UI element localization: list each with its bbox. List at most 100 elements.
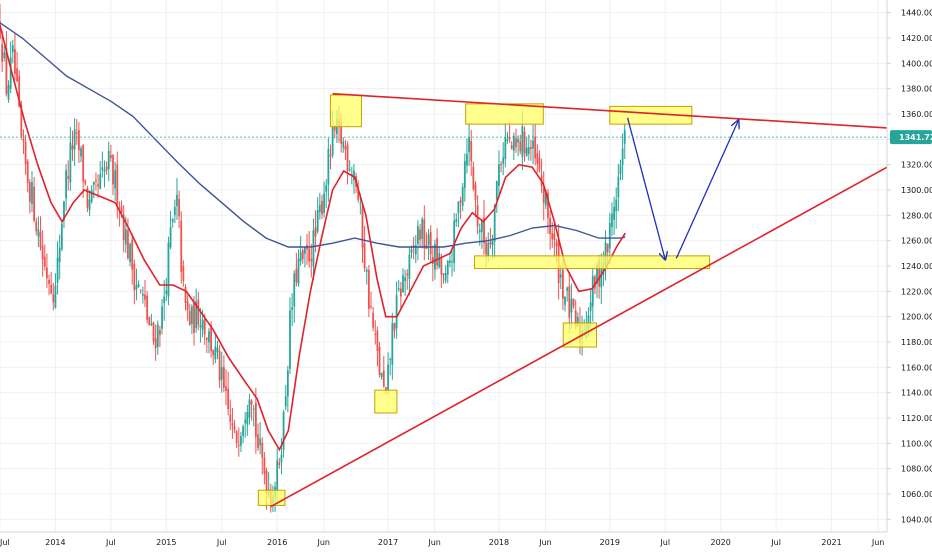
fast-moving-average-line bbox=[0, 25, 626, 452]
candle-body bbox=[519, 141, 522, 152]
candle-body bbox=[393, 322, 396, 331]
price-tick-label: 1080.00 bbox=[901, 465, 932, 474]
candle-body bbox=[259, 438, 262, 446]
candle-body bbox=[114, 170, 117, 189]
candle-body bbox=[69, 142, 72, 183]
price-tick-label: 1060.00 bbox=[901, 490, 932, 499]
candle-body bbox=[240, 436, 242, 446]
candle-body bbox=[54, 285, 57, 308]
candle-body bbox=[73, 129, 76, 150]
candle-body bbox=[544, 190, 547, 206]
candle-body bbox=[212, 349, 215, 356]
candle-body bbox=[156, 324, 159, 348]
price-tick-label: 1400.00 bbox=[901, 59, 932, 68]
candle-body bbox=[178, 199, 181, 217]
candle-body bbox=[506, 139, 509, 141]
candle-body bbox=[562, 269, 564, 299]
candle-body bbox=[56, 257, 59, 283]
candle-body bbox=[321, 201, 323, 215]
price-tick-label: 1180.00 bbox=[901, 338, 932, 347]
candle-body bbox=[304, 246, 306, 254]
candle-body bbox=[615, 199, 618, 212]
time-tick-label: Jul bbox=[0, 538, 10, 547]
candle-body bbox=[340, 121, 343, 144]
candle-body bbox=[99, 174, 102, 189]
candle-body bbox=[122, 214, 125, 241]
candle-body bbox=[596, 264, 598, 284]
candle-body bbox=[564, 296, 566, 305]
candle-body bbox=[327, 148, 330, 185]
candle-body bbox=[559, 274, 562, 278]
candle-body bbox=[459, 200, 462, 203]
candle-body bbox=[107, 150, 110, 169]
candle-body bbox=[254, 402, 257, 437]
candle-body bbox=[137, 284, 140, 287]
candle-body bbox=[159, 329, 161, 335]
projection-arrow-down bbox=[626, 117, 666, 260]
candle-body bbox=[423, 219, 426, 249]
price-tick-label: 1240.00 bbox=[901, 262, 932, 271]
projection-arrow-up bbox=[675, 120, 738, 259]
candle-body bbox=[161, 306, 163, 329]
candle-body bbox=[566, 287, 569, 291]
price-tick-label: 1320.00 bbox=[901, 161, 932, 170]
candle-body bbox=[60, 223, 63, 250]
candle-body bbox=[508, 137, 511, 140]
trendlines bbox=[270, 92, 888, 508]
candle-body bbox=[276, 460, 279, 491]
candle-body bbox=[470, 140, 473, 162]
candle-body bbox=[331, 127, 334, 156]
candle-body bbox=[188, 310, 191, 325]
candle-body bbox=[378, 347, 381, 375]
time-axis-ticks: Jul 2014 Jul 2015 Jul 2016 Jun 2017 Jun 2018 Jun 20… bbox=[0, 538, 884, 547]
candle-body bbox=[101, 167, 104, 171]
candle-body bbox=[613, 207, 615, 220]
candle-body bbox=[282, 411, 285, 450]
candle-body bbox=[419, 229, 421, 240]
candle-body bbox=[308, 248, 311, 262]
candle-body bbox=[446, 260, 449, 275]
candle-body bbox=[555, 242, 558, 247]
candle-body bbox=[286, 370, 289, 397]
candle-body bbox=[7, 85, 10, 100]
candle-body bbox=[193, 302, 195, 333]
candle-body bbox=[261, 442, 264, 458]
candle-body bbox=[90, 189, 93, 202]
candle-body bbox=[141, 293, 144, 296]
candle-body bbox=[210, 325, 212, 352]
time-tick-label: Jul bbox=[216, 538, 227, 547]
highlight-zone bbox=[257, 489, 286, 506]
candle-body bbox=[284, 396, 287, 407]
candle-body bbox=[387, 364, 389, 392]
candle-body bbox=[233, 426, 236, 430]
candle-body bbox=[414, 245, 417, 255]
candle-body bbox=[442, 273, 445, 276]
candle-body bbox=[205, 337, 208, 340]
candle-body bbox=[353, 170, 355, 181]
candle-body bbox=[84, 180, 87, 184]
candle-body bbox=[169, 227, 172, 248]
candle-body bbox=[619, 165, 622, 175]
price-tick-label: 1200.00 bbox=[901, 313, 932, 322]
candle-body bbox=[9, 57, 12, 89]
time-tick-label: 2015 bbox=[156, 538, 176, 547]
last-price-label: 1341.72 bbox=[899, 133, 932, 142]
price-tick-label: 1160.00 bbox=[901, 363, 932, 372]
candle-body bbox=[312, 230, 315, 267]
candle-body bbox=[58, 247, 61, 263]
candle-body bbox=[148, 317, 151, 325]
time-tick-label: Jul bbox=[770, 538, 781, 547]
price-tick-label: 1440.00 bbox=[901, 9, 932, 18]
candle-body bbox=[190, 306, 193, 324]
candle-body bbox=[372, 312, 375, 328]
time-tick-label: Jun bbox=[427, 538, 441, 547]
time-tick-label: 2017 bbox=[378, 538, 398, 547]
candle-body bbox=[431, 257, 434, 264]
candle-body bbox=[280, 454, 283, 463]
time-tick-label: 2020 bbox=[711, 538, 731, 547]
candle-body bbox=[591, 276, 594, 307]
candle-body bbox=[242, 426, 244, 436]
candle-body bbox=[163, 296, 166, 304]
